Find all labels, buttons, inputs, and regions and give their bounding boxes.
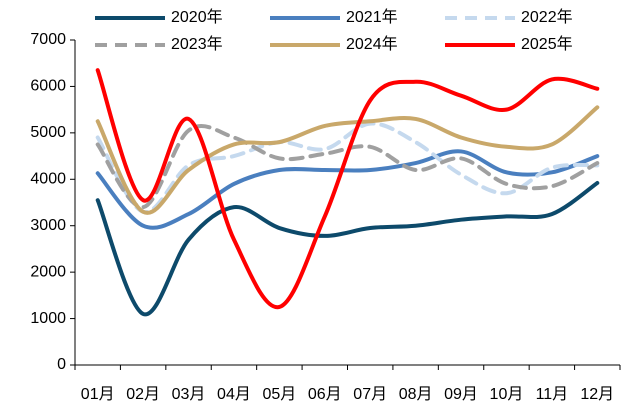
x-tick-label: 05月 [262, 386, 296, 403]
y-tick-label: 3000 [30, 217, 66, 234]
y-tick-label: 2000 [30, 263, 66, 280]
x-tick-label: 04月 [217, 386, 251, 403]
legend-label: 2022年 [521, 8, 573, 26]
y-tick-label: 6000 [30, 78, 66, 95]
x-tick-label: 01月 [81, 386, 115, 403]
series-line [95, 124, 600, 210]
series-line [95, 68, 600, 309]
legend-label: 2023年 [171, 35, 223, 53]
x-tick-label: 02月 [126, 386, 160, 403]
x-tick-label: 10月 [490, 386, 524, 403]
legend-label: 2020年 [171, 8, 223, 26]
series-line [95, 149, 600, 230]
x-tick-label: 09月 [444, 386, 478, 403]
x-tick-label: 12月 [580, 386, 614, 403]
y-tick-label: 4000 [30, 171, 66, 188]
y-tick-label: 5000 [30, 124, 66, 141]
x-tick-label: 11月 [536, 386, 569, 403]
legend-label: 2024年 [346, 35, 398, 53]
x-tick-label: 06月 [308, 386, 342, 403]
series-line [95, 105, 600, 215]
legend-label: 2021年 [346, 8, 398, 26]
legend-label: 2025年 [521, 35, 573, 53]
x-tick-label: 08月 [399, 386, 433, 403]
x-tick-label: 03月 [172, 386, 206, 403]
y-tick-label: 0 [57, 356, 66, 373]
x-tick-label: 07月 [353, 386, 387, 403]
y-tick-label: 7000 [30, 31, 66, 48]
series-line [95, 181, 600, 317]
series-line [95, 121, 600, 214]
y-tick-label: 1000 [30, 310, 66, 327]
